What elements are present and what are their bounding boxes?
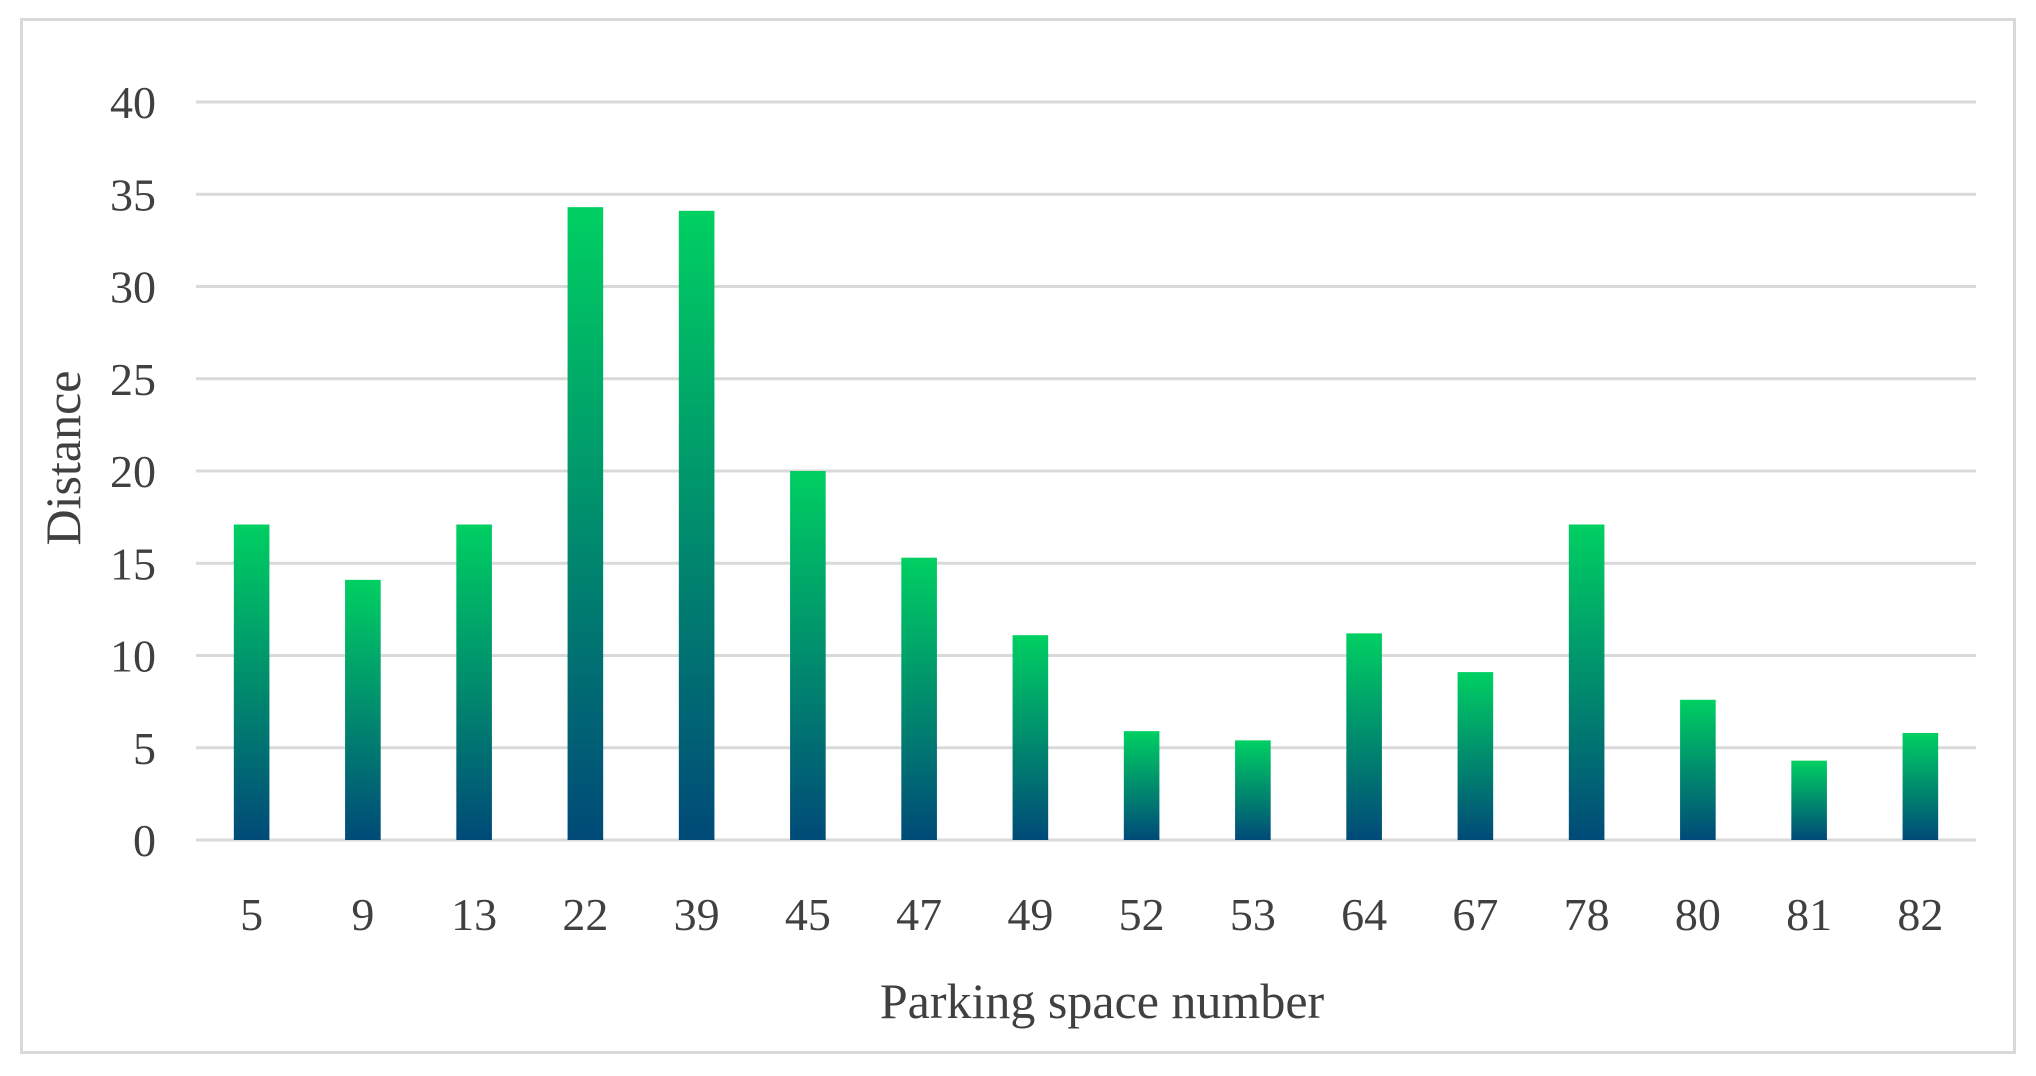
y-tick-label: 30	[110, 262, 156, 313]
bar-47	[901, 557, 937, 840]
bar-82	[1902, 732, 1939, 840]
x-axis-title: Parking space number	[880, 973, 1325, 1029]
y-tick-label: 5	[133, 723, 156, 774]
y-tick-label: 20	[110, 446, 156, 497]
y-tick-label: 15	[110, 538, 156, 589]
x-tick-label: 52	[1119, 889, 1165, 940]
bar-78	[1568, 524, 1605, 840]
bar-67	[1457, 672, 1494, 840]
y-axis-title: Distance	[35, 371, 91, 546]
y-tick-label: 10	[110, 631, 156, 682]
chart-frame	[20, 18, 2016, 1054]
x-tick-label: 78	[1564, 889, 1610, 940]
y-tick-labels: 0 5 10 15 20 25 30 35 40	[110, 77, 156, 866]
x-tick-label: 47	[896, 889, 942, 940]
bar-39	[678, 210, 715, 841]
x-tick-label: 80	[1675, 889, 1721, 940]
y-tick-label: 0	[133, 815, 156, 866]
bar-81	[1791, 760, 1827, 840]
bar-5	[233, 524, 270, 840]
x-tick-label: 49	[1007, 889, 1053, 940]
gridlines	[196, 100, 1976, 842]
bars	[233, 207, 1939, 841]
bar-13	[456, 524, 492, 840]
bar-53	[1235, 740, 1271, 840]
y-tick-label: 40	[110, 77, 156, 128]
x-tick-labels: 5 9 13 22 39 45 47 49 52 53 64 67 78 80 81 82	[240, 889, 1943, 940]
bar-80	[1680, 699, 1716, 840]
y-tick-label: 35	[110, 169, 156, 220]
x-tick-label: 81	[1786, 889, 1832, 940]
bar-45	[790, 471, 826, 840]
bar-52	[1123, 731, 1160, 840]
x-tick-label: 64	[1341, 889, 1387, 940]
bar-9	[345, 579, 381, 840]
x-tick-label: 22	[562, 889, 608, 940]
bar-49	[1012, 635, 1049, 840]
x-tick-label: 45	[785, 889, 831, 940]
x-tick-label: 82	[1897, 889, 1943, 940]
bar-64	[1346, 633, 1382, 840]
x-tick-label: 9	[351, 889, 374, 940]
x-tick-label: 53	[1230, 889, 1276, 940]
x-tick-label: 67	[1452, 889, 1498, 940]
bar-22	[567, 207, 604, 841]
x-tick-label: 39	[674, 889, 720, 940]
y-tick-label: 25	[110, 354, 156, 405]
x-tick-label: 5	[240, 889, 263, 940]
x-tick-label: 13	[451, 889, 497, 940]
